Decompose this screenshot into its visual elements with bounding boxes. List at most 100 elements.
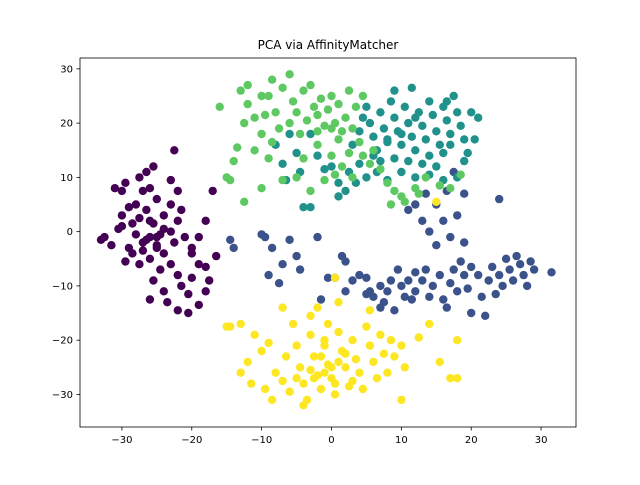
data-point-cluster-1 xyxy=(512,251,521,261)
data-point-cluster-1 xyxy=(400,292,409,301)
data-point-cluster-1 xyxy=(425,292,434,301)
data-point-cluster-3 xyxy=(257,91,266,101)
data-point-cluster-2 xyxy=(320,165,329,174)
data-point-cluster-0 xyxy=(170,238,179,247)
data-point-cluster-2 xyxy=(306,203,315,212)
data-point-cluster-0 xyxy=(117,211,127,220)
data-point-cluster-1 xyxy=(474,270,483,280)
data-point-cluster-1 xyxy=(477,292,486,301)
data-point-cluster-3 xyxy=(285,118,294,128)
data-point-cluster-0 xyxy=(142,235,151,244)
data-point-cluster-1 xyxy=(355,270,364,280)
data-point-cluster-1 xyxy=(257,230,266,239)
data-point-cluster-0 xyxy=(131,200,141,209)
data-point-cluster-2 xyxy=(383,137,392,147)
data-point-cluster-4 xyxy=(320,368,329,377)
data-point-cluster-1 xyxy=(460,189,469,198)
data-point-cluster-1 xyxy=(522,281,532,291)
y-tick-label: 0 xyxy=(67,227,73,238)
data-point-cluster-2 xyxy=(435,140,444,149)
data-point-cluster-2 xyxy=(404,156,413,166)
data-point-cluster-4 xyxy=(351,355,361,364)
data-point-cluster-3 xyxy=(295,129,305,139)
data-point-cluster-1 xyxy=(481,311,490,320)
data-point-cluster-2 xyxy=(407,83,416,93)
data-point-cluster-2 xyxy=(358,113,368,122)
data-point-cluster-1 xyxy=(453,211,462,220)
y-tick-label: 20 xyxy=(60,119,73,130)
data-point-cluster-0 xyxy=(159,287,168,296)
data-point-cluster-1 xyxy=(460,270,469,280)
data-point-cluster-3 xyxy=(306,186,315,196)
data-point-cluster-0 xyxy=(145,254,155,263)
data-point-cluster-0 xyxy=(117,222,127,231)
data-point-cluster-0 xyxy=(128,249,137,258)
data-point-cluster-0 xyxy=(117,186,127,196)
data-point-cluster-3 xyxy=(285,70,294,79)
data-point-cluster-4 xyxy=(281,352,291,361)
data-point-cluster-4 xyxy=(414,333,423,342)
data-point-cluster-4 xyxy=(397,341,406,350)
data-point-cluster-2 xyxy=(411,113,420,122)
data-point-cluster-3 xyxy=(344,86,354,95)
data-point-cluster-3 xyxy=(229,156,238,166)
data-point-cluster-1 xyxy=(418,216,427,225)
data-point-cluster-1 xyxy=(488,262,497,272)
data-point-cluster-3 xyxy=(334,135,343,144)
data-point-cluster-3 xyxy=(344,148,354,158)
data-point-cluster-3 xyxy=(337,162,347,171)
data-point-cluster-3 xyxy=(355,137,364,147)
data-point-cluster-1 xyxy=(407,295,416,304)
data-point-cluster-4 xyxy=(446,374,455,383)
data-point-cluster-3 xyxy=(383,178,392,187)
data-point-cluster-3 xyxy=(278,175,287,185)
data-point-cluster-3 xyxy=(236,86,245,95)
data-point-cluster-3 xyxy=(456,170,465,179)
data-point-cluster-1 xyxy=(439,216,448,225)
data-point-cluster-0 xyxy=(145,216,155,225)
data-point-cluster-2 xyxy=(442,116,451,125)
data-point-cluster-3 xyxy=(348,173,357,182)
data-point-cluster-3 xyxy=(376,165,385,174)
data-point-cluster-3 xyxy=(271,108,280,117)
data-point-cluster-1 xyxy=(393,265,403,274)
data-point-cluster-2 xyxy=(407,132,416,141)
data-point-cluster-4 xyxy=(327,363,336,372)
data-point-cluster-2 xyxy=(355,159,364,168)
data-point-cluster-1 xyxy=(449,265,458,274)
chart-title: PCA via AffinityMatcher xyxy=(258,38,399,52)
data-point-cluster-2 xyxy=(432,127,441,136)
data-point-cluster-0 xyxy=(170,146,179,155)
data-point-cluster-0 xyxy=(173,306,182,315)
data-point-cluster-4 xyxy=(330,273,340,282)
data-point-cluster-0 xyxy=(166,200,175,209)
data-point-cluster-0 xyxy=(208,186,217,196)
data-point-cluster-0 xyxy=(135,173,144,182)
y-tick-label: −10 xyxy=(52,281,73,292)
data-point-cluster-4 xyxy=(453,336,462,345)
data-point-cluster-3 xyxy=(435,181,444,190)
data-point-cluster-1 xyxy=(226,235,235,244)
data-point-cluster-4 xyxy=(376,330,385,339)
data-point-cluster-4 xyxy=(334,357,343,367)
data-point-cluster-4 xyxy=(222,322,231,331)
y-tick-label: 10 xyxy=(60,173,73,184)
data-point-cluster-1 xyxy=(390,306,399,315)
data-point-cluster-0 xyxy=(201,216,210,225)
data-point-cluster-3 xyxy=(309,102,319,112)
data-point-cluster-4 xyxy=(320,336,329,345)
data-point-cluster-3 xyxy=(240,118,249,128)
x-tick-label: 20 xyxy=(465,435,478,446)
data-point-cluster-1 xyxy=(348,276,357,285)
data-point-cluster-2 xyxy=(390,154,399,163)
data-point-cluster-3 xyxy=(299,86,308,95)
data-point-cluster-3 xyxy=(226,175,235,185)
data-point-cluster-2 xyxy=(425,97,434,106)
data-point-cluster-1 xyxy=(547,268,556,277)
data-point-cluster-1 xyxy=(508,276,518,285)
data-point-cluster-0 xyxy=(194,300,203,310)
data-point-cluster-3 xyxy=(358,151,368,160)
data-point-cluster-4 xyxy=(316,384,326,394)
data-point-cluster-2 xyxy=(292,148,301,158)
